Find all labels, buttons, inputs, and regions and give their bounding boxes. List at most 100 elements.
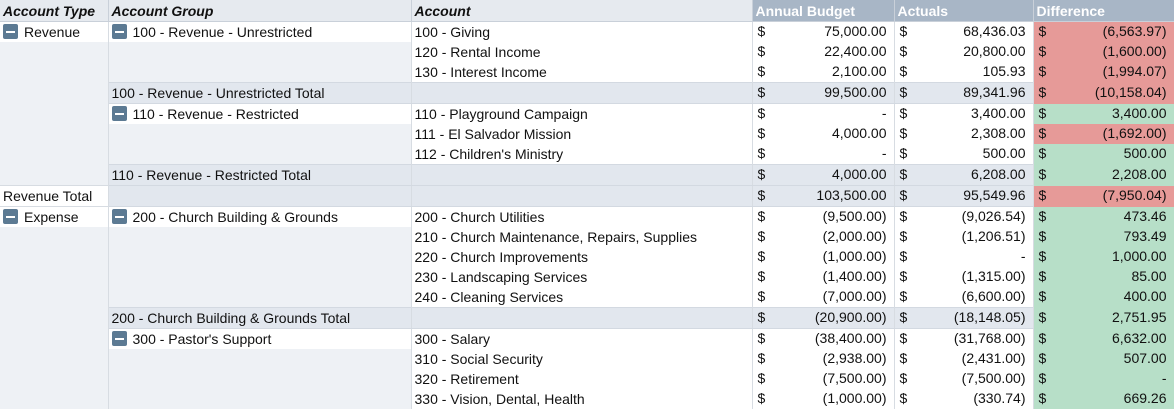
actuals-cell[interactable]: $(330.74): [894, 389, 1033, 409]
difference-cell[interactable]: $2,751.95: [1033, 308, 1174, 329]
actuals-cell[interactable]: $(31,768.00): [894, 329, 1033, 350]
account-type-cell[interactable]: [0, 165, 108, 186]
annual-budget-cell[interactable]: $(7,000.00): [752, 287, 894, 308]
header-actuals[interactable]: Actuals: [894, 0, 1033, 22]
difference-cell[interactable]: $(1,600.00): [1033, 42, 1174, 62]
annual-budget-cell[interactable]: $(38,400.00): [752, 329, 894, 350]
account-type-cell[interactable]: [0, 369, 108, 389]
difference-cell[interactable]: $500.00: [1033, 144, 1174, 165]
difference-cell[interactable]: $(1,994.07): [1033, 62, 1174, 83]
account-group-cell[interactable]: 110 - Revenue - Restricted: [108, 104, 411, 125]
account-type-cell[interactable]: [0, 349, 108, 369]
account-group-cell[interactable]: [108, 186, 411, 207]
difference-cell[interactable]: $(7,950.04): [1033, 186, 1174, 207]
actuals-cell[interactable]: $95,549.96: [894, 186, 1033, 207]
annual-budget-cell[interactable]: $103,500.00: [752, 186, 894, 207]
collapse-icon[interactable]: [112, 209, 127, 224]
account-group-cell[interactable]: [108, 247, 411, 267]
annual-budget-cell[interactable]: $(2,000.00): [752, 227, 894, 247]
difference-cell[interactable]: $3,400.00: [1033, 104, 1174, 125]
annual-budget-cell[interactable]: $(9,500.00): [752, 207, 894, 228]
actuals-cell[interactable]: $(6,600.00): [894, 287, 1033, 308]
account-group-cell[interactable]: 110 - Revenue - Restricted Total: [108, 165, 411, 186]
collapse-icon[interactable]: [3, 24, 18, 39]
account-cell[interactable]: 230 - Landscaping Services: [411, 267, 752, 287]
account-type-cell[interactable]: [0, 62, 108, 83]
account-cell[interactable]: [411, 83, 752, 104]
difference-cell[interactable]: $793.49: [1033, 227, 1174, 247]
account-cell[interactable]: 240 - Cleaning Services: [411, 287, 752, 308]
account-cell[interactable]: 112 - Children's Ministry: [411, 144, 752, 165]
difference-cell[interactable]: $2,208.00: [1033, 165, 1174, 186]
difference-cell[interactable]: $(10,158.04): [1033, 83, 1174, 104]
account-cell[interactable]: 111 - El Salvador Mission: [411, 124, 752, 144]
collapse-icon[interactable]: [112, 106, 127, 121]
account-type-cell[interactable]: Revenue: [0, 22, 108, 43]
actuals-cell[interactable]: $(1,315.00): [894, 267, 1033, 287]
actuals-cell[interactable]: $(9,026.54): [894, 207, 1033, 228]
annual-budget-cell[interactable]: $(2,938.00): [752, 349, 894, 369]
account-type-cell[interactable]: [0, 144, 108, 165]
actuals-cell[interactable]: $6,208.00: [894, 165, 1033, 186]
account-cell[interactable]: [411, 308, 752, 329]
annual-budget-cell[interactable]: $-: [752, 144, 894, 165]
account-type-cell[interactable]: [0, 124, 108, 144]
header-account-group[interactable]: Account Group: [108, 0, 411, 22]
account-type-cell[interactable]: [0, 104, 108, 125]
account-group-cell[interactable]: [108, 349, 411, 369]
actuals-cell[interactable]: $20,800.00: [894, 42, 1033, 62]
account-type-cell[interactable]: [0, 227, 108, 247]
actuals-cell[interactable]: $(7,500.00): [894, 369, 1033, 389]
account-cell[interactable]: 300 - Salary: [411, 329, 752, 350]
account-cell[interactable]: 320 - Retirement: [411, 369, 752, 389]
account-type-cell[interactable]: [0, 267, 108, 287]
account-group-cell[interactable]: [108, 369, 411, 389]
account-group-cell[interactable]: 200 - Church Building & Grounds Total: [108, 308, 411, 329]
account-cell[interactable]: 120 - Rental Income: [411, 42, 752, 62]
account-cell[interactable]: 210 - Church Maintenance, Repairs, Suppl…: [411, 227, 752, 247]
collapse-icon[interactable]: [112, 24, 127, 39]
difference-cell[interactable]: $400.00: [1033, 287, 1174, 308]
annual-budget-cell[interactable]: $99,500.00: [752, 83, 894, 104]
account-cell[interactable]: 200 - Church Utilities: [411, 207, 752, 228]
account-group-cell[interactable]: [108, 62, 411, 83]
annual-budget-cell[interactable]: $4,000.00: [752, 165, 894, 186]
actuals-cell[interactable]: $(18,148.05): [894, 308, 1033, 329]
header-account[interactable]: Account: [411, 0, 752, 22]
actuals-cell[interactable]: $(2,431.00): [894, 349, 1033, 369]
account-group-cell[interactable]: [108, 227, 411, 247]
annual-budget-cell[interactable]: $(1,000.00): [752, 389, 894, 409]
annual-budget-cell[interactable]: $(1,400.00): [752, 267, 894, 287]
account-group-cell[interactable]: [108, 287, 411, 308]
account-group-cell[interactable]: [108, 389, 411, 409]
account-type-cell[interactable]: [0, 83, 108, 104]
account-type-cell[interactable]: [0, 308, 108, 329]
actuals-cell[interactable]: $68,436.03: [894, 22, 1033, 43]
difference-cell[interactable]: $669.26: [1033, 389, 1174, 409]
annual-budget-cell[interactable]: $(7,500.00): [752, 369, 894, 389]
difference-cell[interactable]: $(6,563.97): [1033, 22, 1174, 43]
account-cell[interactable]: 330 - Vision, Dental, Health: [411, 389, 752, 409]
difference-cell[interactable]: $-: [1033, 369, 1174, 389]
account-cell[interactable]: 310 - Social Security: [411, 349, 752, 369]
header-account-type[interactable]: Account Type: [0, 0, 108, 22]
header-annual-budget[interactable]: Annual Budget: [752, 0, 894, 22]
actuals-cell[interactable]: $(1,206.51): [894, 227, 1033, 247]
account-type-cell[interactable]: [0, 329, 108, 350]
account-type-cell[interactable]: [0, 389, 108, 409]
account-group-cell[interactable]: [108, 42, 411, 62]
account-group-cell[interactable]: 100 - Revenue - Unrestricted: [108, 22, 411, 43]
collapse-icon[interactable]: [3, 209, 18, 224]
account-type-cell[interactable]: Revenue Total: [0, 186, 108, 207]
account-group-cell[interactable]: 100 - Revenue - Unrestricted Total: [108, 83, 411, 104]
actuals-cell[interactable]: $500.00: [894, 144, 1033, 165]
annual-budget-cell[interactable]: $(1,000.00): [752, 247, 894, 267]
account-group-cell[interactable]: [108, 267, 411, 287]
actuals-cell[interactable]: $-: [894, 247, 1033, 267]
collapse-icon[interactable]: [112, 331, 127, 346]
difference-cell[interactable]: $6,632.00: [1033, 329, 1174, 350]
actuals-cell[interactable]: $89,341.96: [894, 83, 1033, 104]
difference-cell[interactable]: $85.00: [1033, 267, 1174, 287]
account-type-cell[interactable]: [0, 42, 108, 62]
annual-budget-cell[interactable]: $75,000.00: [752, 22, 894, 43]
